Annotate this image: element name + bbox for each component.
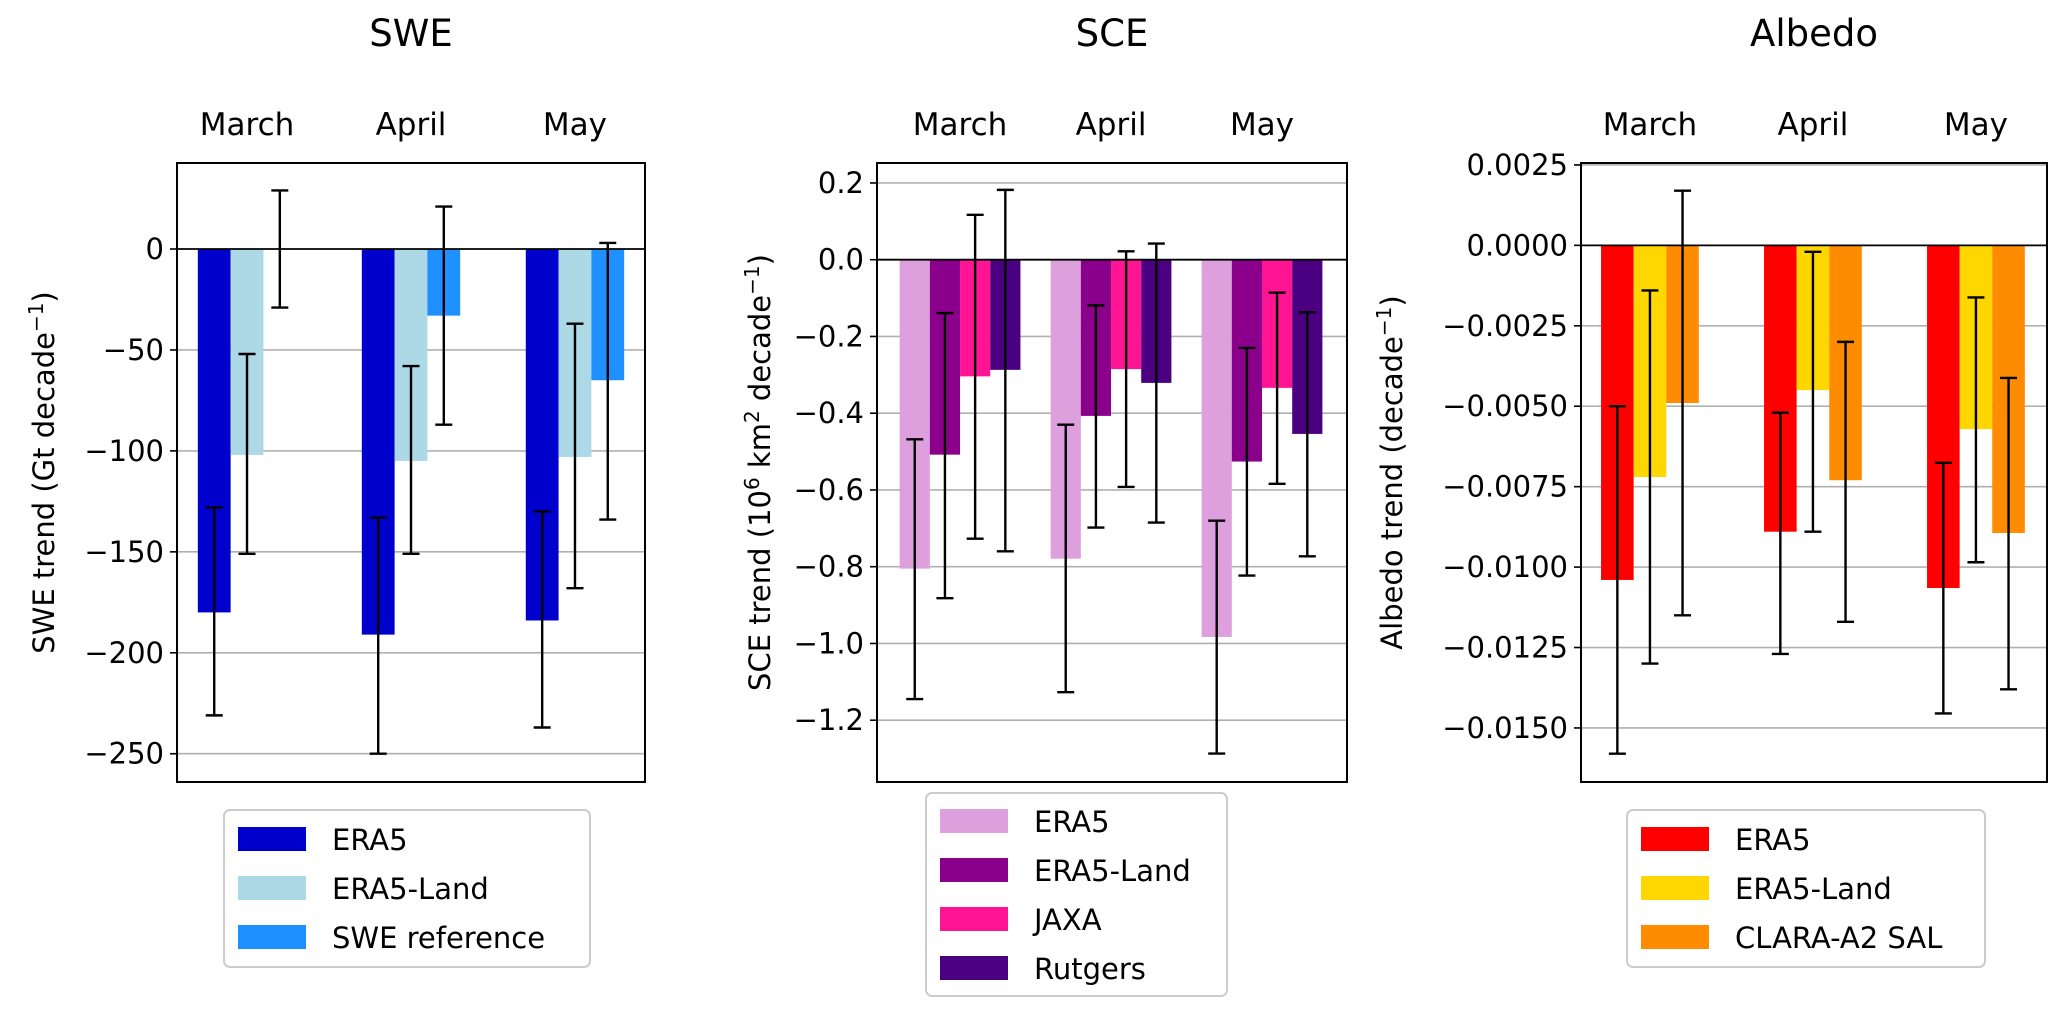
category-label: May bbox=[1944, 107, 2008, 143]
legend-label: ERA5-Land bbox=[1034, 854, 1191, 888]
legend: ERA5 ERA5-Land JAXA Rutgers bbox=[925, 792, 1228, 997]
y-tick-label: −50 bbox=[103, 333, 164, 367]
legend-swatch bbox=[940, 809, 1008, 833]
y-tick-label: 0.0000 bbox=[1467, 228, 1568, 262]
y-tick-label: −0.2 bbox=[794, 319, 864, 353]
y-tick-label: −0.0150 bbox=[1442, 711, 1568, 745]
legend-swatch bbox=[1641, 925, 1709, 949]
chart-title: SCE bbox=[1076, 12, 1149, 55]
y-tick-label: −0.0075 bbox=[1442, 470, 1568, 504]
panel-albedo: Albedo March April May 0.0025 0.0000 −0.0025 −0… bbox=[1372, 12, 2048, 968]
legend-swatch bbox=[1641, 876, 1709, 900]
y-tick-label: −0.6 bbox=[794, 473, 864, 507]
legend: ERA5 ERA5-Land SWE reference bbox=[223, 809, 591, 968]
y-tick-label: 0.0 bbox=[818, 243, 864, 277]
legend-swatch bbox=[940, 907, 1008, 931]
category-label: May bbox=[543, 107, 607, 143]
legend-label: SWE reference bbox=[332, 921, 545, 955]
y-tick-label: −0.0025 bbox=[1442, 309, 1568, 343]
category-label: May bbox=[1230, 107, 1294, 143]
y-tick-label: −0.4 bbox=[794, 396, 864, 430]
chart-title: SWE bbox=[369, 12, 452, 55]
legend: ERA5 ERA5-Land CLARA-A2 SAL bbox=[1626, 809, 1986, 968]
legend-label: ERA5-Land bbox=[1735, 872, 1892, 906]
y-tick-label: 0 bbox=[146, 232, 164, 266]
y-tick-label: −1.2 bbox=[794, 703, 864, 737]
legend-swatch bbox=[940, 858, 1008, 882]
legend-frame bbox=[925, 792, 1228, 997]
y-axis-label: SCE trend (106 km2 decade−1) bbox=[740, 254, 777, 691]
y-tick-label: −150 bbox=[84, 535, 164, 569]
legend-label: ERA5 bbox=[1735, 823, 1811, 857]
category-label: March bbox=[1603, 107, 1698, 143]
panel-swe: SWE March April May 0 −50 −100 −150 −200 −250 SWE … bbox=[24, 12, 646, 968]
category-label: March bbox=[913, 107, 1008, 143]
y-tick-label: −200 bbox=[84, 636, 164, 670]
y-tick-label: −1.0 bbox=[794, 626, 864, 660]
legend-swatch bbox=[940, 956, 1008, 980]
y-tick-label: −250 bbox=[84, 737, 164, 771]
category-label: April bbox=[376, 107, 447, 143]
axes-frame bbox=[876, 162, 1348, 783]
legend-label: ERA5-Land bbox=[332, 872, 489, 906]
category-label: April bbox=[1778, 107, 1849, 143]
legend-swatch bbox=[238, 925, 306, 949]
y-tick-label: −100 bbox=[84, 434, 164, 468]
axes-frame bbox=[1580, 162, 2048, 783]
legend-label: Rutgers bbox=[1034, 952, 1146, 986]
y-axis-label: SWE trend (Gt decade−1) bbox=[24, 291, 61, 654]
axes-frame bbox=[176, 162, 646, 783]
legend-label: ERA5 bbox=[332, 823, 408, 857]
y-tick-label: −0.0050 bbox=[1442, 389, 1568, 423]
legend-swatch bbox=[238, 876, 306, 900]
category-label: April bbox=[1076, 107, 1147, 143]
chart-title: Albedo bbox=[1750, 12, 1878, 55]
legend-swatch bbox=[238, 827, 306, 851]
y-tick-label: −0.0125 bbox=[1442, 631, 1568, 665]
legend-swatch bbox=[1641, 827, 1709, 851]
legend-label: JAXA bbox=[1032, 903, 1102, 937]
legend-label: ERA5 bbox=[1034, 805, 1110, 839]
panel-sce: SCE March April May 0.2 0.0 −0.2 −0.4 −0.6 −0.8 −1… bbox=[740, 12, 1348, 997]
y-tick-label: 0.0025 bbox=[1467, 148, 1568, 182]
y-tick-label: −0.0100 bbox=[1442, 550, 1568, 584]
y-tick-label: −0.8 bbox=[794, 550, 864, 584]
legend-frame bbox=[1626, 809, 1986, 968]
y-axis-label: Albedo trend (decade−1) bbox=[1372, 295, 1409, 649]
legend-frame bbox=[223, 809, 591, 968]
legend-label: CLARA-A2 SAL bbox=[1735, 921, 1942, 955]
y-tick-label: 0.2 bbox=[818, 166, 864, 200]
category-label: March bbox=[200, 107, 295, 143]
